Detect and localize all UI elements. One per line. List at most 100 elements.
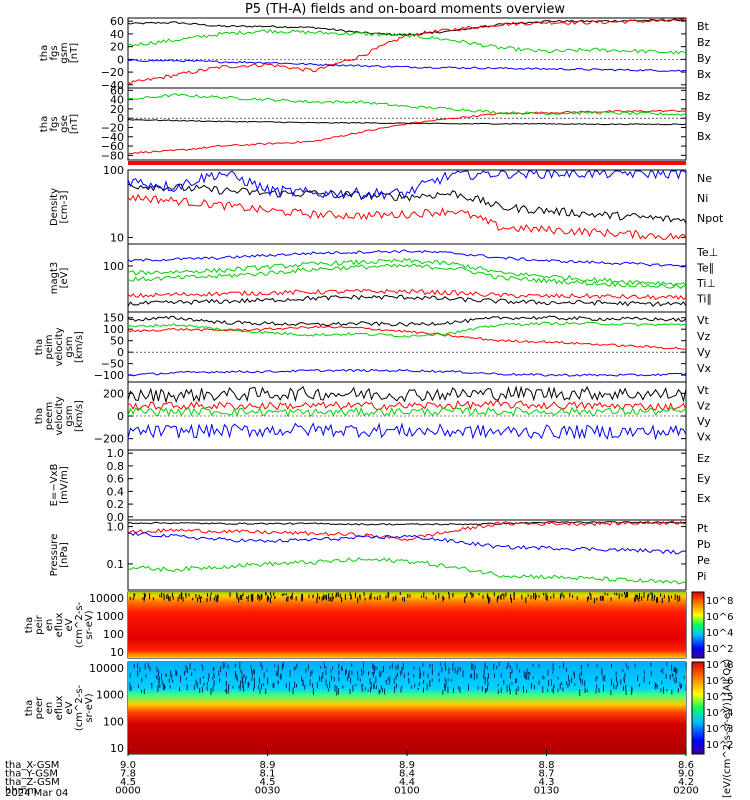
spectrogram-dropout bbox=[380, 685, 382, 690]
legend-entry: Te⊥ bbox=[696, 246, 718, 259]
spectrogram-dropout bbox=[387, 593, 389, 597]
spectrogram-dropout bbox=[634, 663, 636, 668]
spectrogram-dropout bbox=[603, 684, 605, 692]
spectrogram-dropout bbox=[481, 686, 483, 692]
spectrogram-dropout bbox=[656, 683, 658, 689]
y-axis-label-line: eflux bbox=[54, 613, 65, 638]
spectrogram-dropout bbox=[593, 597, 595, 603]
spectrogram-dropout bbox=[675, 669, 677, 676]
spectrogram-dropout bbox=[473, 674, 475, 681]
spectrogram-dropout bbox=[246, 596, 248, 599]
spectrogram-dropout bbox=[161, 673, 163, 681]
series-line-fgs_gsm-Bt bbox=[127, 18, 687, 37]
spectrogram-dropout bbox=[530, 595, 532, 600]
spectrogram-dropout bbox=[679, 595, 681, 602]
spectrogram-dropout bbox=[581, 670, 583, 676]
spectrogram-dropout bbox=[302, 595, 304, 601]
spectrogram-dropout bbox=[486, 684, 488, 691]
spectrogram-dropout bbox=[141, 677, 143, 683]
spectrogram-dropout bbox=[615, 676, 617, 682]
spectrogram-dropout bbox=[399, 670, 401, 674]
spectrogram-dropout bbox=[454, 667, 456, 674]
spectrogram-dropout bbox=[493, 592, 495, 597]
spectrogram-dropout bbox=[312, 594, 314, 598]
spectrogram-dropout bbox=[469, 674, 471, 678]
spectrogram-dropout bbox=[681, 683, 683, 688]
y-tick-label: 0.4 bbox=[107, 485, 125, 498]
spectrogram-dropout bbox=[133, 593, 135, 598]
spectrogram-dropout bbox=[363, 592, 365, 597]
spectrogram-dropout bbox=[401, 666, 403, 674]
spectrogram-dropout bbox=[281, 663, 283, 671]
legend-entry: By bbox=[697, 110, 712, 123]
spectrogram-dropout bbox=[268, 596, 270, 600]
spectrogram-dropout bbox=[265, 688, 267, 694]
spectrogram-dropout bbox=[423, 680, 425, 684]
spectrogram-dropout bbox=[519, 669, 521, 673]
spectrogram-dropout bbox=[185, 593, 187, 599]
spectrogram-dropout bbox=[552, 688, 554, 694]
spectrogram-dropout bbox=[444, 686, 446, 691]
spectrogram-dropout bbox=[663, 686, 665, 694]
spectrogram-dropout bbox=[328, 593, 330, 599]
spectrogram-dropout bbox=[289, 682, 291, 685]
spectrogram-dropout bbox=[442, 596, 444, 602]
spectrogram-dropout bbox=[193, 685, 195, 691]
spectrogram-dropout bbox=[139, 667, 141, 673]
spectrogram-dropout bbox=[660, 688, 662, 693]
spectrogram-dropout bbox=[625, 592, 627, 597]
spectrogram-dropout bbox=[581, 679, 583, 686]
spectrogram-dropout bbox=[304, 684, 306, 690]
y-axis-label-line: peer bbox=[34, 696, 45, 720]
spectrogram-dropout bbox=[565, 667, 567, 672]
orbit-row-value: 8.7 bbox=[539, 769, 555, 780]
spectrogram-dropout bbox=[526, 668, 528, 672]
y-axis-label-line: velocity bbox=[54, 396, 65, 435]
spectrogram-dropout bbox=[543, 592, 545, 596]
spectrogram-dropout bbox=[200, 596, 202, 599]
spectrogram-dropout bbox=[177, 596, 179, 602]
series-line-fgs_gsm-Bz bbox=[127, 18, 687, 85]
y-tick-label: 200 bbox=[103, 387, 124, 400]
spectrogram-dropout bbox=[447, 678, 449, 682]
spectrogram-dropout bbox=[307, 664, 309, 671]
spectrogram-dropout bbox=[423, 592, 425, 598]
spectrogram-dropout bbox=[158, 669, 160, 676]
spectrogram-dropout bbox=[408, 677, 410, 684]
spectrogram-dropout bbox=[375, 685, 377, 690]
spectrogram-dropout bbox=[392, 596, 394, 602]
spectrogram-dropout bbox=[371, 671, 373, 675]
y-tick-label: −100 bbox=[94, 369, 124, 382]
spectrogram-dropout bbox=[239, 662, 241, 669]
spectrogram-dropout bbox=[348, 670, 350, 674]
spectrogram-dropout bbox=[179, 594, 181, 599]
spectrogram-dropout bbox=[212, 666, 214, 672]
colorbar-label: [eV/(cm^2-s-sr-eV)] (All Qs) bbox=[722, 659, 733, 798]
spectrogram-dropout bbox=[305, 668, 307, 673]
spectrogram-dropout bbox=[624, 592, 626, 595]
spectrogram-dropout bbox=[638, 683, 640, 687]
spectrogram-dropout bbox=[596, 675, 598, 679]
spectrogram-dropout bbox=[385, 680, 387, 685]
y-tick-label: 1.0 bbox=[107, 521, 125, 534]
spectrogram-dropout bbox=[579, 673, 581, 680]
spectrogram-dropout bbox=[382, 688, 384, 693]
spectrogram-dropout bbox=[505, 592, 507, 597]
spectrogram-dropout bbox=[513, 594, 515, 601]
panel-efield: 1.00.80.60.40.20.0 E=−VxB [mV/m] Ez Ey Ex bbox=[49, 447, 711, 524]
spectrogram-dropout bbox=[394, 686, 396, 693]
spectrogram-dropout bbox=[666, 662, 668, 666]
spectrogram-dropout bbox=[444, 677, 446, 682]
spectrogram-dropout bbox=[487, 677, 489, 683]
spectrogram-dropout bbox=[292, 687, 294, 695]
spectrogram-dropout bbox=[226, 687, 228, 694]
spectrogram-dropout bbox=[579, 689, 581, 697]
spectrogram-dropout bbox=[387, 677, 389, 681]
spectrogram-dropout bbox=[258, 684, 260, 689]
spectrogram-dropout bbox=[317, 593, 319, 599]
spectrogram-dropout bbox=[224, 689, 226, 693]
spectrogram-dropout bbox=[626, 592, 628, 598]
y-tick-label: 0 bbox=[117, 346, 124, 359]
y-axis-label-line: tha bbox=[34, 408, 45, 424]
orbit-table: tha_X-GSM 9.0 8.9 8.9 8.8 8.6 tha_Y-GSM 7.8 8.1 8… bbox=[5, 760, 699, 797]
